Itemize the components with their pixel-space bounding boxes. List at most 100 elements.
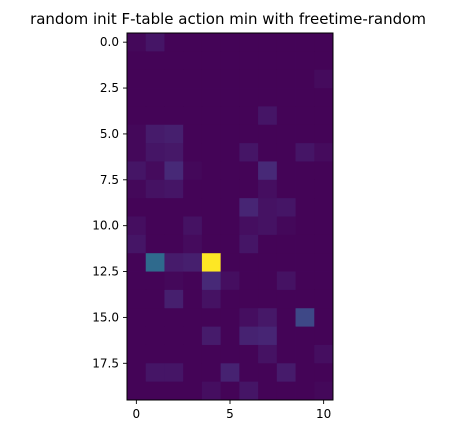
heatmap-cell <box>314 272 333 291</box>
heatmap-cell <box>221 345 240 364</box>
heatmap-cell <box>258 382 277 401</box>
heatmap-cell <box>296 308 315 327</box>
heatmap-cell <box>183 143 202 162</box>
heatmap-cell <box>202 180 221 199</box>
heatmap-cell <box>164 143 183 162</box>
heatmap-cell <box>277 253 296 272</box>
heatmap-cell <box>127 327 146 346</box>
heatmap-cell <box>258 33 277 52</box>
heatmap-cell <box>258 70 277 89</box>
heatmap-cell <box>221 308 240 327</box>
heatmap-cell <box>127 382 146 401</box>
heatmap-cell <box>221 161 240 180</box>
heatmap-cell <box>314 308 333 327</box>
heatmap-cell <box>127 198 146 217</box>
heatmap-cell <box>239 290 258 309</box>
heatmap-cell <box>277 272 296 291</box>
heatmap-cell <box>296 125 315 144</box>
heatmap-cell <box>146 363 165 382</box>
heatmap-cell <box>314 88 333 107</box>
y-tick-label: 10.0 <box>92 219 119 233</box>
heatmap-cell <box>164 345 183 364</box>
heatmap-cell <box>296 235 315 254</box>
heatmap-cell <box>127 106 146 125</box>
heatmap-cell <box>296 106 315 125</box>
heatmap-cell <box>296 290 315 309</box>
heatmap-cell <box>127 217 146 236</box>
heatmap-cell <box>146 198 165 217</box>
heatmap-cell <box>202 198 221 217</box>
heatmap-cell <box>164 327 183 346</box>
heatmap-cell <box>127 88 146 107</box>
heatmap-cell <box>183 217 202 236</box>
heatmap-cell <box>277 290 296 309</box>
y-tick-label: 12.5 <box>92 265 119 279</box>
heatmap-cell <box>221 125 240 144</box>
heatmap-cell <box>258 125 277 144</box>
heatmap-cell <box>314 106 333 125</box>
heatmap-cell <box>239 161 258 180</box>
heatmap-cell <box>314 327 333 346</box>
heatmap-cell <box>127 272 146 291</box>
heatmap-cell <box>183 198 202 217</box>
heatmap-cell <box>314 143 333 162</box>
heatmap-cell <box>183 51 202 70</box>
heatmap-cell <box>277 217 296 236</box>
heatmap-cell <box>183 308 202 327</box>
x-tick-label: 5 <box>226 407 234 421</box>
heatmap-cell <box>183 345 202 364</box>
heatmap-cell <box>127 51 146 70</box>
heatmap-cell <box>258 143 277 162</box>
heatmap-cell <box>202 143 221 162</box>
heatmap-cell <box>239 51 258 70</box>
heatmap-cell <box>146 345 165 364</box>
heatmap-cell <box>296 272 315 291</box>
heatmap-cells <box>127 33 333 400</box>
heatmap-cell <box>277 382 296 401</box>
heatmap-cell <box>127 70 146 89</box>
heatmap-cell <box>221 106 240 125</box>
heatmap-cell <box>146 272 165 291</box>
heatmap-cell <box>314 33 333 52</box>
heatmap-cell <box>183 382 202 401</box>
heatmap-cell <box>164 308 183 327</box>
heatmap-cell <box>164 290 183 309</box>
heatmap-cell <box>146 33 165 52</box>
heatmap-cell <box>202 70 221 89</box>
heatmap-cell <box>277 180 296 199</box>
heatmap-cell <box>127 33 146 52</box>
heatmap-cell <box>296 161 315 180</box>
heatmap-cell <box>127 143 146 162</box>
heatmap-cell <box>221 235 240 254</box>
heatmap-cell <box>221 51 240 70</box>
heatmap-cell <box>127 125 146 144</box>
heatmap-cell <box>202 125 221 144</box>
heatmap-cell <box>296 88 315 107</box>
heatmap-cell <box>314 290 333 309</box>
heatmap-cell <box>221 217 240 236</box>
heatmap-cell <box>314 253 333 272</box>
heatmap-cell <box>202 290 221 309</box>
heatmap-cell <box>183 125 202 144</box>
heatmap-cell <box>202 235 221 254</box>
heatmap-cell <box>258 88 277 107</box>
heatmap-cell <box>221 198 240 217</box>
heatmap-cell <box>277 125 296 144</box>
heatmap-cell <box>146 290 165 309</box>
heatmap-cell <box>146 253 165 272</box>
heatmap-cell <box>258 106 277 125</box>
heatmap-cell <box>258 198 277 217</box>
heatmap-cell <box>164 198 183 217</box>
heatmap-cell <box>183 180 202 199</box>
heatmap-cell <box>258 235 277 254</box>
heatmap-cell <box>146 88 165 107</box>
heatmap-cell <box>146 235 165 254</box>
heatmap-cell <box>127 161 146 180</box>
heatmap-cell <box>296 345 315 364</box>
heatmap-cell <box>239 33 258 52</box>
heatmap-cell <box>164 106 183 125</box>
heatmap-cell <box>258 253 277 272</box>
heatmap-cell <box>277 235 296 254</box>
heatmap-cell <box>202 363 221 382</box>
heatmap-cell <box>221 382 240 401</box>
